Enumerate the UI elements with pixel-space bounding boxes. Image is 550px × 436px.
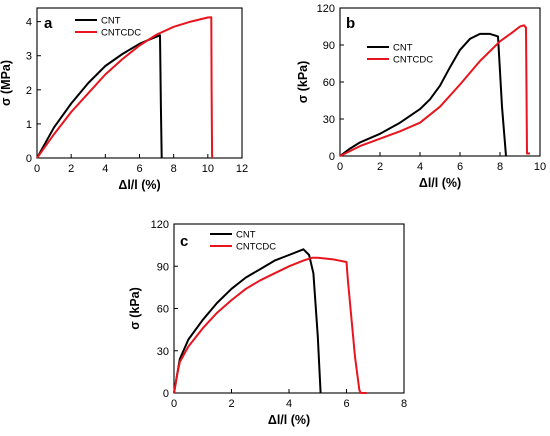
y-tick-label: 90	[323, 40, 335, 52]
x-tick-label: 12	[236, 163, 248, 175]
x-tick-label: 8	[497, 161, 503, 173]
panel-label: a	[44, 15, 53, 32]
y-tick-label: 90	[157, 261, 169, 273]
x-tick-label: 8	[401, 398, 407, 410]
x-tick-label: 6	[343, 398, 349, 410]
y-tick-label: 0	[163, 388, 169, 400]
x-tick-label: 4	[417, 161, 423, 173]
x-axis-label: Δl/l (%)	[268, 413, 310, 427]
y-tick-label: 1	[26, 119, 32, 131]
legend-label-cntcdc: CNTCDC	[393, 55, 433, 66]
x-tick-label: 8	[171, 163, 177, 175]
x-axis-label: Δl/l (%)	[419, 176, 461, 190]
y-tick-label: 60	[323, 77, 335, 89]
x-tick-label: 0	[337, 161, 343, 173]
y-axis-label: σ (kPa)	[128, 287, 142, 330]
y-tick-label: 30	[323, 114, 335, 126]
x-axis-label: Δl/l (%)	[118, 178, 160, 192]
legend-label-cntcdc: CNTCDC	[236, 242, 276, 253]
legend-label-cnt: CNT	[101, 16, 121, 27]
legend-label-cntcdc: CNTCDC	[101, 28, 141, 39]
x-tick-label: 10	[534, 161, 546, 173]
panel-label: c	[180, 233, 188, 250]
x-tick-label: 4	[286, 398, 292, 410]
series-line-cntcdc	[36, 16, 214, 159]
plot-frame	[339, 7, 541, 157]
series-line-cnt	[339, 32, 507, 157]
y-tick-label: 4	[26, 17, 32, 29]
y-tick-label: 120	[317, 3, 335, 15]
x-tick-label: 2	[377, 161, 383, 173]
y-tick-label: 120	[151, 219, 169, 231]
y-tick-label: 3	[26, 51, 32, 63]
x-tick-label: 2	[228, 398, 234, 410]
y-axis-label: σ (kPa)	[296, 61, 310, 104]
x-tick-label: 10	[202, 163, 214, 175]
legend-label-cnt: CNT	[236, 230, 256, 241]
x-tick-label: 0	[171, 398, 177, 410]
panel-label: b	[346, 15, 355, 32]
y-tick-label: 30	[157, 346, 169, 358]
series-line-cntcdc	[339, 24, 530, 157]
y-axis-label: σ (MPa)	[0, 60, 13, 106]
series-line-cnt	[36, 34, 163, 159]
x-tick-label: 2	[68, 163, 74, 175]
y-tick-label: 0	[26, 153, 32, 165]
y-tick-label: 2	[26, 85, 32, 97]
y-tick-label: 0	[329, 151, 335, 163]
x-tick-label: 0	[34, 163, 40, 175]
y-tick-label: 60	[157, 304, 169, 316]
x-tick-label: 6	[457, 161, 463, 173]
chart-panel-b: 0 2 4 6 8 10 0 30 60 90 120 Δl/l (%) σ (kPa) b CNTCNTC…	[296, 3, 546, 190]
legend-label-cnt: CNT	[393, 43, 413, 54]
series-line-cntcdc	[173, 256, 367, 394]
plot-frame	[173, 223, 405, 394]
x-tick-label: 4	[102, 163, 108, 175]
series-line-cnt	[173, 248, 322, 394]
x-tick-label: 6	[136, 163, 142, 175]
